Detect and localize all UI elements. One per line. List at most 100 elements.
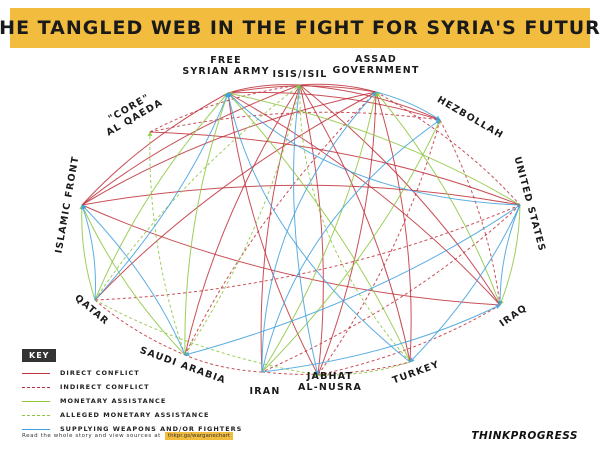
edge-indirect-hezbollah-iraq [439, 119, 501, 306]
footer-text: Read the whole story and view sources at [22, 433, 161, 439]
edge-direct-fsa-iraq [227, 92, 501, 306]
edge-direct-isis-islamicfront [81, 84, 301, 206]
edge-direct-assad-nusra [317, 91, 377, 376]
edge-weapons-qatar-fsa [94, 92, 229, 301]
edge-direct-isis-saudi [184, 84, 301, 356]
node-label-hezbollah: HEZBOLLAH [435, 94, 505, 141]
legend: KEY DIRECT CONFLICT INDIRECT CONFLICT MONE… [22, 343, 272, 436]
edge-direct-assad-islamicfront [81, 91, 377, 206]
footer: Read the whole story and view sources at… [22, 432, 234, 440]
node-label-alqaeda: "CORE"AL QAEDA [99, 88, 165, 139]
edge-weapons-iran-iraq [261, 304, 501, 373]
source-link[interactable]: thkpr.gs/warganechart [164, 432, 234, 440]
legend-label-indirect: INDIRECT CONFLICT [60, 383, 150, 391]
node-label-isis-line-0: ISIS/ISIL [273, 69, 328, 80]
edge-indirect-assad-saudi [184, 91, 377, 356]
node-label-assad-line-1: GOVERNMENT [332, 65, 419, 76]
edge-layer [79, 83, 521, 378]
legend-item-direct: DIRECT CONFLICT [22, 366, 272, 380]
edge-weapons-isis-nusra [293, 84, 320, 376]
node-label-fsa-line-0: FREE [210, 55, 242, 66]
legend-swatch-indirect [22, 386, 50, 388]
edge-indirect-iraq-nusra [317, 304, 501, 376]
legend-label-weapons: SUPPLYING WEAPONS AND/OR FIGHTERS [60, 425, 243, 433]
node-label-islamicfront: ISLAMIC FRONT [54, 155, 82, 254]
edge-monetary-iran-assad [261, 91, 378, 373]
edge-monetary-turkey-fsa [227, 92, 411, 363]
edge-monetary-saudi-fsa [184, 92, 229, 356]
node-label-turkey: TURKEY [391, 359, 441, 386]
node-label-turkey-line-0: TURKEY [391, 359, 441, 386]
node-label-assad: ASSAD GOVERNMENT [332, 54, 419, 76]
edge-alleged-saudi-alqaeda [147, 131, 186, 356]
edge-alleged-turkey-isis [297, 84, 411, 363]
edge-direct-isis-iran [260, 84, 301, 373]
edge-alleged-qatar-isis [94, 84, 301, 301]
legend-label-monetary: MONETARY ASSISTANCE [60, 397, 167, 405]
edge-direct-assad-qatar [94, 91, 377, 301]
title-banner: THE TANGLED WEB IN THE FIGHT FOR SYRIA'S… [0, 8, 600, 48]
edge-indirect-qatar-saudi [94, 299, 186, 356]
edge-direct-alqaeda-us [149, 131, 521, 206]
legend-item-alleged: ALLEGED MONETARY ASSISTANCE [22, 408, 272, 422]
edge-direct-fsa-islamicfront [81, 92, 229, 206]
legend-item-monetary: MONETARY ASSISTANCE [22, 394, 272, 408]
node-label-iran: IRAN [250, 386, 281, 397]
legend-title: KEY [22, 349, 57, 362]
legend-swatch-alleged [22, 414, 50, 416]
node-label-iraq: IRAQ [498, 303, 530, 330]
edge-weapons-saudi-islamicfront [81, 204, 186, 356]
legend-label-alleged: ALLEGED MONETARY ASSISTANCE [60, 411, 210, 419]
edge-monetary-qatar-islamicfront [79, 204, 96, 301]
legend-swatch-direct [22, 372, 50, 374]
edge-direct-isis-turkey [299, 84, 411, 363]
node-label-islamicfront-line-0: ISLAMIC FRONT [54, 155, 82, 254]
node-label-qatar: QATAR [72, 293, 111, 328]
node-label-nusra-line-1: AL-NUSRA [298, 382, 362, 393]
edge-alleged-turkey-nusra [317, 361, 411, 378]
edge-weapons-assad-hezbollah [375, 91, 441, 121]
edge-indirect-iran-turkey [261, 361, 411, 375]
edge-monetary-saudi-islamicfront [81, 204, 186, 356]
edge-direct-islamicfront-us [81, 184, 521, 206]
page-title: THE TANGLED WEB IN THE FIGHT FOR SYRIA'S… [0, 17, 600, 39]
node-label-qatar-line-0: QATAR [72, 293, 111, 328]
edge-weapons-iran-hezbollah [261, 119, 441, 373]
node-label-nusra: JABHAT AL-NUSRA [298, 371, 362, 393]
edge-direct-fsa-hezbollah [227, 91, 441, 121]
edge-indirect-iran-saudi [184, 354, 263, 373]
node-label-iran-line-0: IRAN [250, 386, 281, 397]
edge-direct-isis-assad [299, 83, 377, 93]
legend-item-weapons: SUPPLYING WEAPONS AND/OR FIGHTERS [22, 422, 272, 436]
brand-logo: THINKPROGRESS [471, 430, 578, 442]
edge-monetary-qatar-fsa [94, 92, 229, 301]
edge-monetary-us-iraq [499, 204, 521, 306]
edge-alleged-saudi-isis [184, 84, 302, 356]
edge-weapons-us-fsa [227, 92, 521, 206]
edge-weapons-us-iraq [497, 204, 521, 306]
edge-weapons-iran-assad [261, 91, 377, 373]
node-label-iraq-line-0: IRAQ [498, 303, 530, 330]
edge-weapons-us-saudi [184, 204, 521, 357]
edge-weapons-qatar-islamicfront [80, 204, 96, 301]
node-label-nusra-line-0: JABHAT [306, 371, 353, 382]
edge-monetary-us-fsa [227, 91, 521, 206]
edge-monetary-iran-hezbollah [261, 119, 441, 373]
edge-direct-assad-turkey [375, 91, 412, 363]
edge-weapons-turkey-fsa [226, 92, 411, 363]
edge-direct-islamicfront-iraq [81, 204, 501, 306]
edge-indirect-us-iran [261, 204, 521, 373]
edge-direct-fsa-isis [227, 84, 301, 94]
edge-direct-isis-hezbollah [299, 84, 441, 121]
node-label-fsa-line-1: SYRIAN ARMY [182, 66, 269, 77]
edge-indirect-hezbollah-nusra [317, 119, 441, 376]
node-label-isis: ISIS/ISIL [273, 69, 328, 80]
edge-indirect-alqaeda-hezbollah [149, 111, 441, 133]
edge-indirect-assad-us [375, 91, 521, 206]
edge-indirect-us-qatar [94, 204, 521, 301]
edge-direct-fsa-nusra [227, 92, 319, 376]
node-label-fsa: FREE SYRIAN ARMY [182, 55, 269, 77]
legend-label-direct: DIRECT CONFLICT [60, 369, 140, 377]
node-label-hezbollah-line-0: HEZBOLLAH [435, 94, 505, 141]
edge-indirect-alqaeda-isis [149, 84, 301, 133]
